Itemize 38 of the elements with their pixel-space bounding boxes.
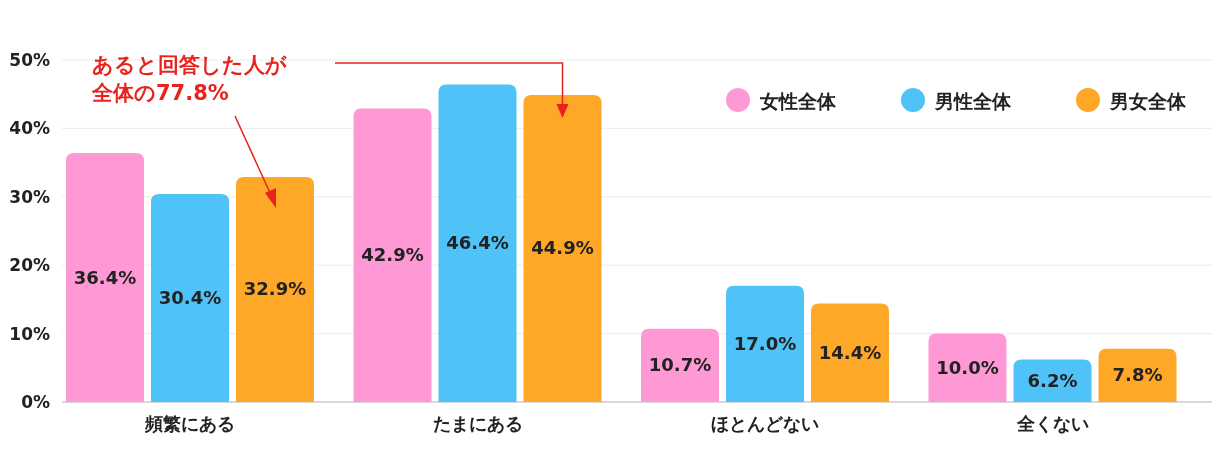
legend-label: 男女全体 [1109, 90, 1187, 112]
bar [66, 153, 144, 402]
legend-label: 女性全体 [759, 90, 837, 112]
bar [523, 94, 602, 402]
y-tick-label: 20% [9, 255, 50, 276]
y-tick-label: 0% [21, 392, 50, 412]
bar [726, 285, 804, 402]
annotation: あると回答した人が [92, 53, 287, 77]
x-tick-label: ほとんどない [711, 413, 819, 434]
y-tick-label: 40% [9, 118, 50, 139]
data-label: 42.9% [361, 244, 424, 266]
bar [438, 84, 517, 402]
x-tick-label: たまにある [432, 413, 523, 434]
y-tick-label: 30% [9, 186, 50, 207]
data-label: 7.8% [1112, 364, 1163, 386]
data-label: 10.0% [936, 356, 999, 378]
annotation: 全体の77.8% [91, 81, 229, 105]
x-tick-label: 全くない [1015, 413, 1089, 434]
data-label: 44.9% [531, 237, 594, 259]
data-label: 14.4% [818, 341, 882, 363]
bar [1098, 348, 1177, 402]
data-label: 32.9% [243, 278, 307, 300]
data-label: 36.4% [73, 266, 137, 288]
data-label: 46.4% [446, 232, 509, 254]
data-label: 30.4% [158, 287, 222, 309]
bar [236, 176, 314, 402]
bar [353, 108, 432, 402]
bar [641, 328, 719, 402]
y-tick-label: 10% [9, 323, 50, 344]
data-label: 6.2% [1027, 369, 1078, 391]
bar [928, 333, 1007, 402]
bar [151, 194, 229, 402]
x-tick-label: 頻繁にある [144, 413, 235, 434]
y-tick-label: 50% [9, 50, 50, 70]
data-label: 17.0% [733, 332, 797, 354]
data-label: 10.7% [648, 354, 712, 376]
bar [811, 303, 889, 402]
legend-label: 男性全体 [934, 90, 1012, 112]
